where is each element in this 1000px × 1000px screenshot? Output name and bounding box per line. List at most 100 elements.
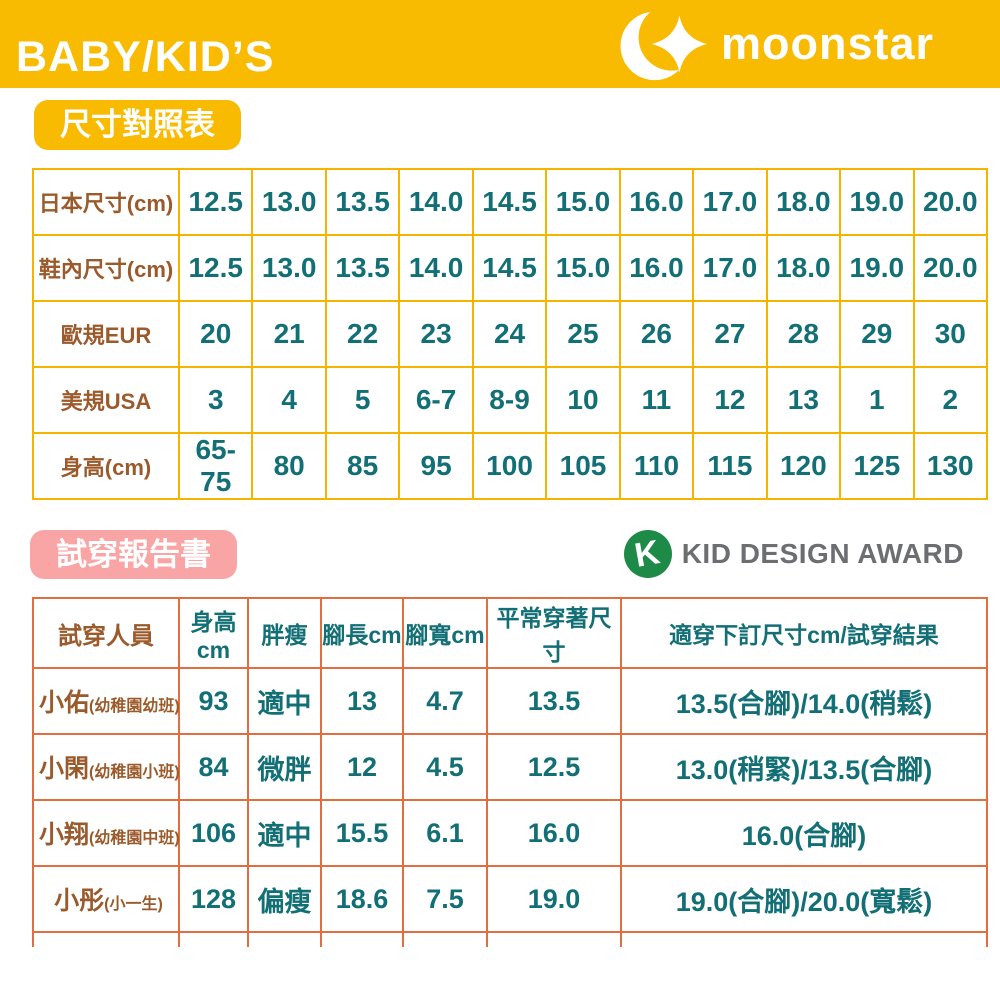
fit-cell: 84 xyxy=(178,733,249,802)
crescent-moon-star-icon xyxy=(620,6,707,81)
size-table-row: 日本尺寸(cm) 12.5 13.0 13.5 14.0 14.5 15.0 16.0 17.0… xyxy=(32,167,989,236)
fit-cell: 128 xyxy=(178,865,249,934)
brand-name: moonstar xyxy=(720,18,934,69)
size-cell: 110 xyxy=(618,431,695,500)
tester-name-cell: 小彤(小一生) xyxy=(32,865,180,934)
tester-name-cell: 小佑(幼稚園幼班) xyxy=(32,667,180,736)
size-cell: 8-9 xyxy=(471,365,548,434)
size-cell: 13.5 xyxy=(324,233,401,302)
fit-cell: 12.5 xyxy=(486,733,622,802)
size-cell: 5 xyxy=(324,365,401,434)
fit-cell: 15.5 xyxy=(320,799,404,868)
size-cell: 130 xyxy=(912,431,989,500)
fit-table-row: 小翔(幼稚園中班) 106 適中 15.5 6.1 16.0 16.0(合腳) xyxy=(32,799,988,868)
table-border-stub xyxy=(986,933,988,948)
fit-section-header: 試穿報告書 K KID DESIGN AWARD xyxy=(30,529,964,580)
tester-name-cell: 小翔(幼稚園中班) xyxy=(32,799,180,868)
fit-cell: 13.5(合腳)/14.0(稍鬆) xyxy=(620,667,988,736)
size-cell: 14.5 xyxy=(471,233,548,302)
page-title: BABY/KID’S xyxy=(16,33,275,81)
fit-cell: 13 xyxy=(320,667,404,736)
table-border-stub xyxy=(320,933,322,948)
size-cell: 17.0 xyxy=(692,233,768,302)
size-cell: 95 xyxy=(398,431,474,500)
fit-cell: 93 xyxy=(178,667,249,736)
size-row-label: 身高(cm) xyxy=(32,431,180,500)
fit-cell: 13.0(稍緊)/13.5(合腳) xyxy=(620,733,988,802)
size-cell: 22 xyxy=(324,299,401,368)
fit-cell: 適中 xyxy=(247,799,322,868)
size-cell: 13.5 xyxy=(324,167,401,236)
tester-name: 小翔 xyxy=(39,821,90,850)
size-cell: 16.0 xyxy=(618,167,695,236)
fit-header-cell: 腳寬cm xyxy=(402,597,488,670)
fit-cell: 6.1 xyxy=(402,799,488,868)
fit-cell: 微胖 xyxy=(247,733,322,802)
size-cell: 17.0 xyxy=(692,167,768,236)
table-cutoff-stubs xyxy=(32,933,988,949)
size-cell: 4 xyxy=(251,365,327,434)
size-cell: 13 xyxy=(765,365,842,434)
table-border-stub xyxy=(178,933,180,948)
size-section-label: 尺寸對照表 xyxy=(34,100,241,150)
fit-cell: 12 xyxy=(320,733,404,802)
fit-section-label: 試穿報告書 xyxy=(30,529,237,580)
size-cell: 14.5 xyxy=(471,167,548,236)
size-table-row: 鞋內尺寸(cm) 12.5 13.0 13.5 14.0 14.5 15.0 16.0 17.0… xyxy=(32,233,989,302)
size-cell: 30 xyxy=(912,299,989,368)
tester-note: (幼稚園小班) xyxy=(89,764,180,782)
size-row-label: 日本尺寸(cm) xyxy=(32,167,180,236)
fit-cell: 16.0(合腳) xyxy=(620,799,988,868)
size-cell: 2 xyxy=(912,365,989,434)
fit-header-cell: 試穿人員 xyxy=(32,597,180,670)
size-cell: 65-75 xyxy=(177,431,254,500)
tester-note: (幼稚園中班) xyxy=(89,830,180,848)
size-cell: 11 xyxy=(618,365,695,434)
size-cell: 16.0 xyxy=(618,233,695,302)
table-border-stub xyxy=(486,933,488,948)
fit-header-cell: 平常穿著尺寸 xyxy=(486,597,622,670)
size-cell: 18.0 xyxy=(765,233,842,302)
size-cell: 13.0 xyxy=(251,233,327,302)
fit-cell: 4.7 xyxy=(402,667,488,736)
tester-note: (幼稚園幼班) xyxy=(89,698,180,716)
fit-cell: 19.0 xyxy=(486,865,622,934)
tester-note: (小一生) xyxy=(104,896,163,914)
size-cell: 14.0 xyxy=(398,167,474,236)
size-cell: 80 xyxy=(251,431,327,500)
award-label: KID DESIGN AWARD xyxy=(681,538,964,570)
size-table-body: 日本尺寸(cm) 12.5 13.0 13.5 14.0 14.5 15.0 16.0 17.0… xyxy=(32,167,989,500)
size-cell: 23 xyxy=(398,299,474,368)
moonstar-logo: moonstar xyxy=(617,4,934,84)
size-cell: 3 xyxy=(177,365,254,434)
fit-cell: 16.0 xyxy=(486,799,622,868)
size-cell: 100 xyxy=(471,431,548,500)
size-cell: 120 xyxy=(765,431,842,500)
size-cell: 115 xyxy=(692,431,768,500)
size-cell: 20 xyxy=(177,299,254,368)
size-table-row: 歐規EUR 20 21 22 23 24 25 26 27 28 29 30 xyxy=(32,299,989,368)
size-cell: 19.0 xyxy=(839,233,915,302)
fit-cell: 106 xyxy=(178,799,249,868)
size-cell: 1 xyxy=(839,365,915,434)
size-cell: 20.0 xyxy=(912,167,989,236)
fit-table-row: 小佑(幼稚園幼班) 93 適中 13 4.7 13.5 13.5(合腳)/14.0(稍鬆) xyxy=(32,667,988,736)
fit-cell: 19.0(合腳)/20.0(寬鬆) xyxy=(620,865,988,934)
fit-cell: 4.5 xyxy=(402,733,488,802)
fit-cell: 7.5 xyxy=(402,865,488,934)
size-cell: 10 xyxy=(545,365,621,434)
size-cell: 26 xyxy=(618,299,695,368)
size-cell: 12.5 xyxy=(177,233,254,302)
table-border-stub xyxy=(32,933,34,948)
kid-design-award-icon: K xyxy=(623,530,672,579)
size-table-row: 美規USA 3 4 5 6-7 8-9 10 11 12 13 1 2 xyxy=(32,365,989,434)
size-cell: 85 xyxy=(324,431,401,500)
fit-table-header-row: 試穿人員 身高cm 胖瘦 腳長cm 腳寬cm 平常穿著尺寸 適穿下訂尺寸cm/試穿結果 xyxy=(32,597,988,670)
fit-table-row: 小彤(小一生) 128 偏瘦 18.6 7.5 19.0 19.0(合腳)/20.0(寬鬆) xyxy=(32,865,988,934)
tester-name-cell: 小閑(幼稚園小班) xyxy=(32,733,180,802)
fit-cell: 適中 xyxy=(247,667,322,736)
award-k-letter: K xyxy=(632,533,663,575)
fit-table-row: 小閑(幼稚園小班) 84 微胖 12 4.5 12.5 13.0(稍緊)/13.5(合腳) xyxy=(32,733,988,802)
fit-table-body: 小佑(幼稚園幼班) 93 適中 13 4.7 13.5 13.5(合腳)/14.0(稍鬆) 小… xyxy=(32,667,988,934)
